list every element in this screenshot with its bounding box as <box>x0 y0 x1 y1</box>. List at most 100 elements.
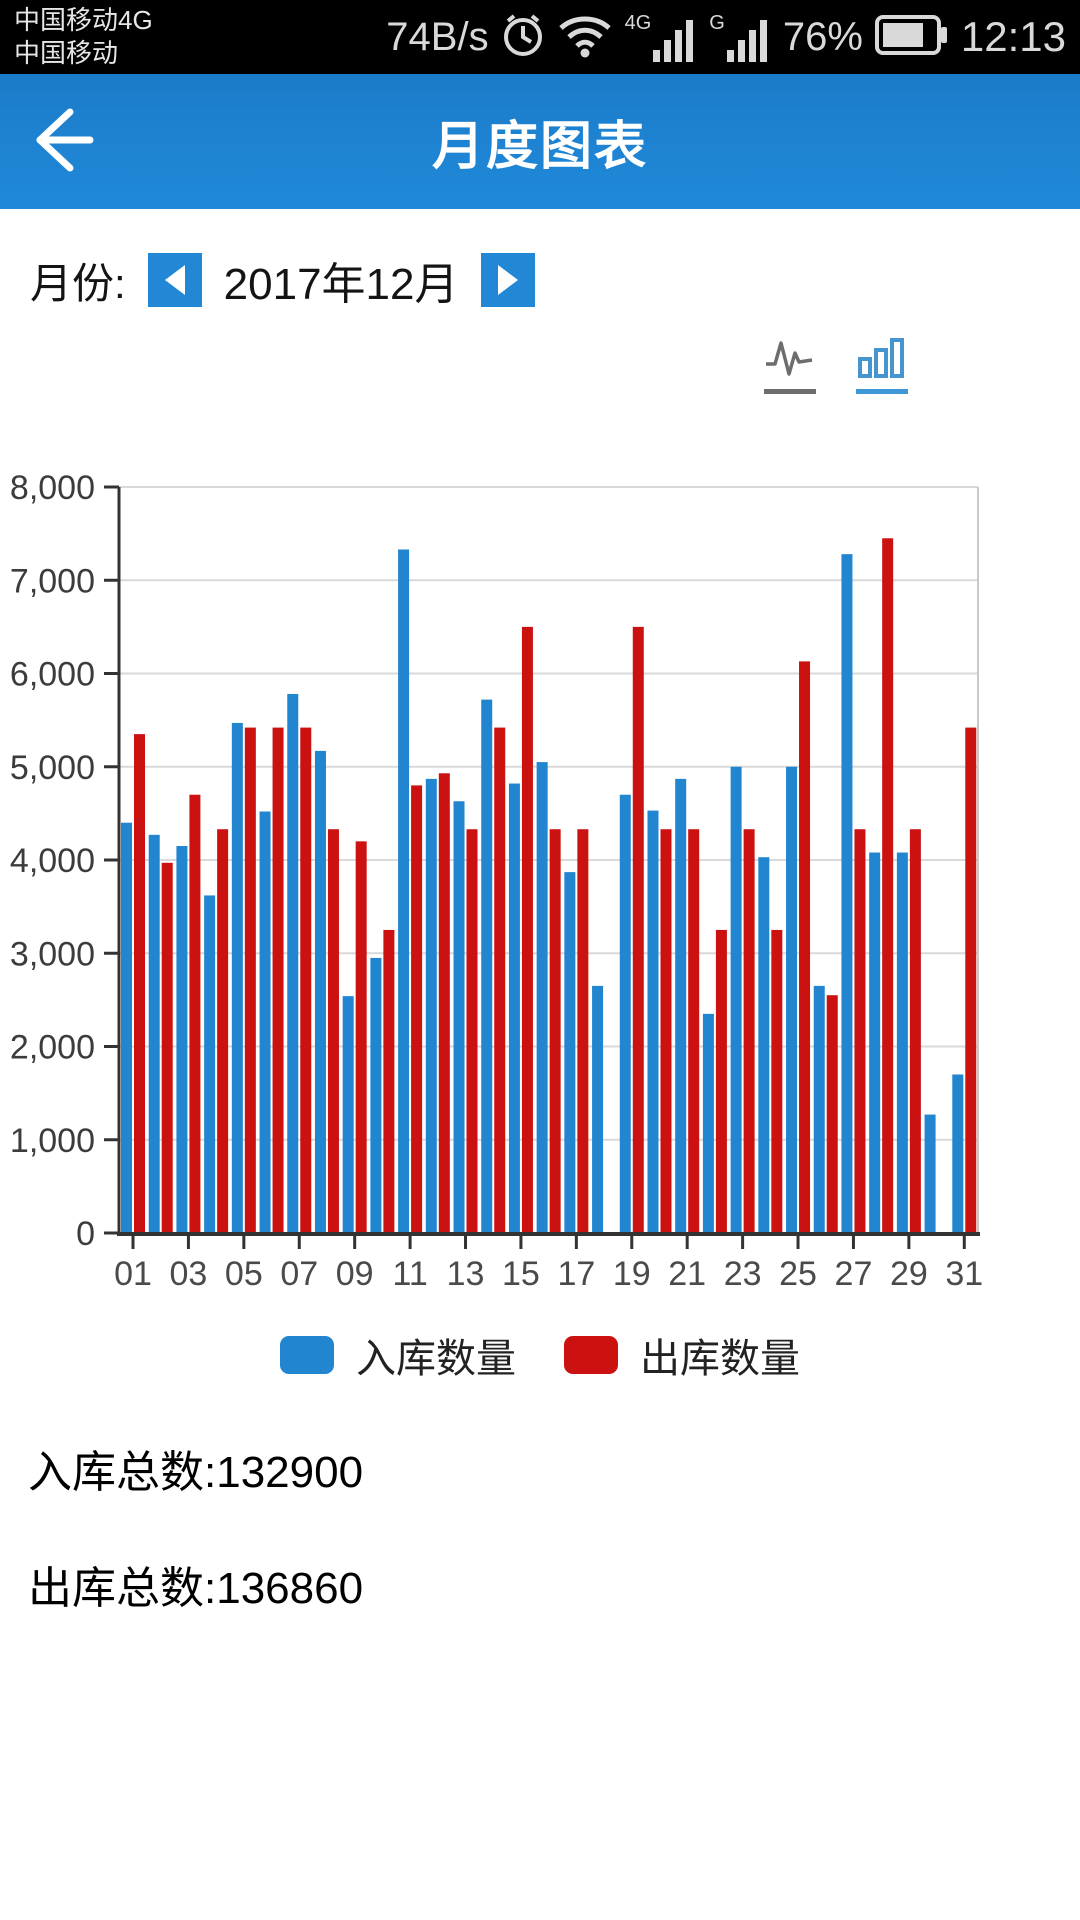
bar-inbound-day-20 <box>647 810 659 1233</box>
bar-outbound-day-25 <box>799 661 811 1233</box>
bar-outbound-day-14 <box>494 727 506 1233</box>
bar-inbound-day-06 <box>259 811 271 1233</box>
x-tick-label: 19 <box>613 1255 651 1293</box>
bar-outbound-day-20 <box>660 829 672 1233</box>
back-button[interactable] <box>18 88 108 194</box>
x-tick-label: 05 <box>225 1255 263 1293</box>
legend-swatch-inbound <box>280 1336 334 1374</box>
x-tick-label: 13 <box>447 1255 485 1293</box>
bar-inbound-day-04 <box>204 895 216 1233</box>
month-selector: 月份: 2017年12月 <box>30 248 535 312</box>
bar-outbound-day-02 <box>161 862 173 1233</box>
bar-inbound-day-10 <box>370 957 382 1233</box>
bar-outbound-day-28 <box>882 538 894 1233</box>
signal1-label: 4G <box>624 12 652 34</box>
y-tick-label: 0 <box>76 1215 95 1253</box>
monthly-bar-chart: 0 1,000 2,000 3,000 4,000 5,000 6,000 7,000 8,00… <box>10 469 983 1293</box>
bar-inbound-day-19 <box>619 794 631 1233</box>
network-speed: 74B/s <box>386 14 489 59</box>
bar-outbound-day-01 <box>134 734 145 1233</box>
bar-outbound-day-15 <box>521 626 533 1233</box>
bar-inbound-day-30 <box>924 1114 936 1233</box>
outbound-total: 出库总数:136860 <box>28 1564 364 1613</box>
bar-outbound-day-21 <box>688 829 700 1233</box>
bar-outbound-day-16 <box>549 829 561 1233</box>
x-tick-label: 23 <box>724 1255 762 1293</box>
bar-inbound-day-27 <box>841 554 853 1233</box>
bar-inbound-day-13 <box>453 801 465 1233</box>
next-month-button[interactable] <box>480 253 535 307</box>
bar-inbound-day-02 <box>148 834 160 1233</box>
status-bar: 中国移动4G 中国移动 74B/s <box>0 0 1080 74</box>
chart-type-toggle <box>764 338 908 394</box>
x-tick-label: 17 <box>557 1255 595 1293</box>
bar-outbound-day-13 <box>466 829 478 1233</box>
y-tick-label: 4,000 <box>10 842 95 880</box>
bar-outbound-day-06 <box>272 727 284 1233</box>
bar-inbound-day-03 <box>176 846 188 1233</box>
bar-inbound-day-21 <box>675 778 687 1233</box>
signal2-label: G <box>709 12 725 34</box>
bar-inbound-day-18 <box>592 985 604 1233</box>
bar-outbound-day-10 <box>383 929 395 1233</box>
page-title: 月度图表 <box>431 118 648 176</box>
bar-inbound-day-16 <box>536 762 548 1233</box>
bar-outbound-day-23 <box>743 829 755 1233</box>
bar-outbound-day-09 <box>355 841 367 1233</box>
alarm-clock-icon <box>501 11 545 64</box>
x-tick-label: 29 <box>890 1255 928 1293</box>
bar-outbound-day-11 <box>411 785 423 1233</box>
bar-outbound-day-07 <box>300 727 312 1233</box>
signal-bars-g-icon: G <box>709 12 771 62</box>
triangle-left-icon <box>164 265 185 295</box>
bar-inbound-day-15 <box>508 783 520 1233</box>
carrier-info: 中国移动4G 中国移动 <box>14 4 153 70</box>
line-chart-icon <box>764 338 816 381</box>
month-value: 2017年12月 <box>223 260 459 309</box>
status-bar-right: 74B/s <box>386 11 1066 64</box>
bar-outbound-day-05 <box>244 727 256 1233</box>
bar-inbound-day-09 <box>342 996 354 1233</box>
bar-inbound-day-07 <box>287 694 299 1233</box>
bar-outbound-day-29 <box>909 829 921 1233</box>
bar-outbound-day-08 <box>327 829 339 1233</box>
signal-bars-4g-icon: 4G <box>625 12 698 62</box>
legend-swatch-outbound <box>564 1336 618 1374</box>
bar-chart-toggle[interactable] <box>856 338 908 394</box>
y-tick-label: 7,000 <box>10 562 95 600</box>
month-label: 月份: <box>30 259 126 307</box>
x-tick-label: 21 <box>668 1255 706 1293</box>
bar-inbound-day-28 <box>869 852 881 1233</box>
bar-inbound-day-26 <box>813 985 825 1233</box>
bar-inbound-day-29 <box>896 852 908 1233</box>
bar-inbound-day-31 <box>952 1074 964 1233</box>
bar-inbound-day-14 <box>481 699 493 1233</box>
status-time: 12:13 <box>960 13 1066 60</box>
y-tick-label: 1,000 <box>10 1122 95 1160</box>
y-tick-label: 6,000 <box>10 656 95 694</box>
bar-outbound-day-24 <box>771 929 783 1233</box>
prev-month-button[interactable] <box>147 253 202 307</box>
y-tick-label: 5,000 <box>10 749 95 787</box>
x-tick-label: 07 <box>280 1255 318 1293</box>
carrier-line2: 中国移动 <box>14 38 119 68</box>
arrow-left-icon <box>28 100 98 183</box>
bar-outbound-day-27 <box>854 829 866 1233</box>
x-tick-label: 15 <box>502 1255 540 1293</box>
x-tick-label: 31 <box>945 1255 983 1293</box>
bar-toggle-underline <box>856 389 908 394</box>
line-chart-toggle[interactable] <box>764 338 816 394</box>
legend-label-outbound: 出库数量 <box>640 1337 800 1381</box>
line-toggle-underline <box>764 389 816 394</box>
bar-chart-icon <box>856 338 908 381</box>
x-tick-label: 03 <box>170 1255 208 1293</box>
inbound-total: 入库总数:132900 <box>28 1448 364 1497</box>
battery-icon <box>874 14 949 61</box>
bar-inbound-day-25 <box>786 766 798 1233</box>
x-tick-label: 27 <box>835 1255 873 1293</box>
legend-label-inbound: 入库数量 <box>356 1337 516 1381</box>
bar-inbound-day-22 <box>702 1013 714 1233</box>
bar-inbound-day-11 <box>398 549 410 1233</box>
x-tick-label: 09 <box>336 1255 374 1293</box>
